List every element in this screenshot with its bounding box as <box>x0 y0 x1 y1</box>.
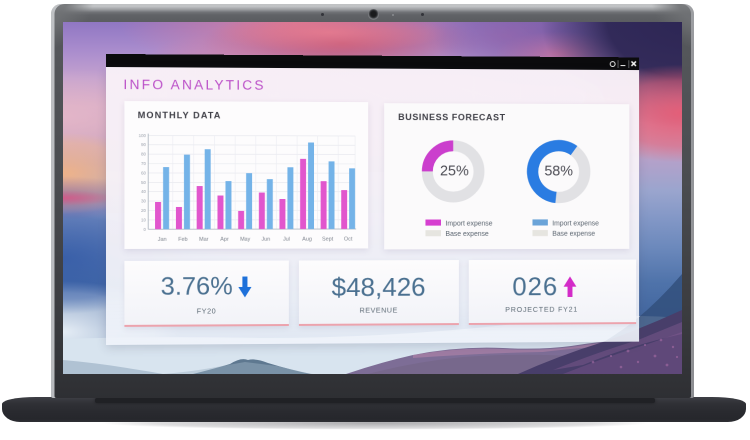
svg-text:Oct: Oct <box>344 237 353 243</box>
svg-text:Base expense: Base expense <box>552 231 595 238</box>
svg-text:Feb: Feb <box>178 237 187 243</box>
svg-text:50: 50 <box>141 180 146 185</box>
svg-text:0: 0 <box>143 227 146 232</box>
svg-text:Base expense: Base expense <box>445 231 488 238</box>
svg-text:10: 10 <box>141 217 146 222</box>
svg-text:Jul: Jul <box>283 237 290 243</box>
svg-text:Import expense: Import expense <box>445 221 492 228</box>
svg-text:40: 40 <box>141 189 146 194</box>
svg-text:90: 90 <box>141 142 146 147</box>
svg-text:Mar: Mar <box>199 237 209 243</box>
svg-text:Jan: Jan <box>158 237 167 243</box>
svg-text:Aug: Aug <box>302 237 312 243</box>
svg-text:70: 70 <box>141 161 146 166</box>
svg-text:30: 30 <box>141 199 146 204</box>
svg-text:20: 20 <box>141 208 146 213</box>
svg-text:Jun: Jun <box>261 237 270 243</box>
svg-text:Import expense: Import expense <box>552 220 599 227</box>
svg-text:100: 100 <box>139 133 147 138</box>
svg-text:80: 80 <box>141 152 146 157</box>
svg-text:Apr: Apr <box>220 237 229 243</box>
svg-text:60: 60 <box>141 170 146 175</box>
svg-text:Sept: Sept <box>322 237 334 243</box>
svg-text:May: May <box>240 237 251 243</box>
